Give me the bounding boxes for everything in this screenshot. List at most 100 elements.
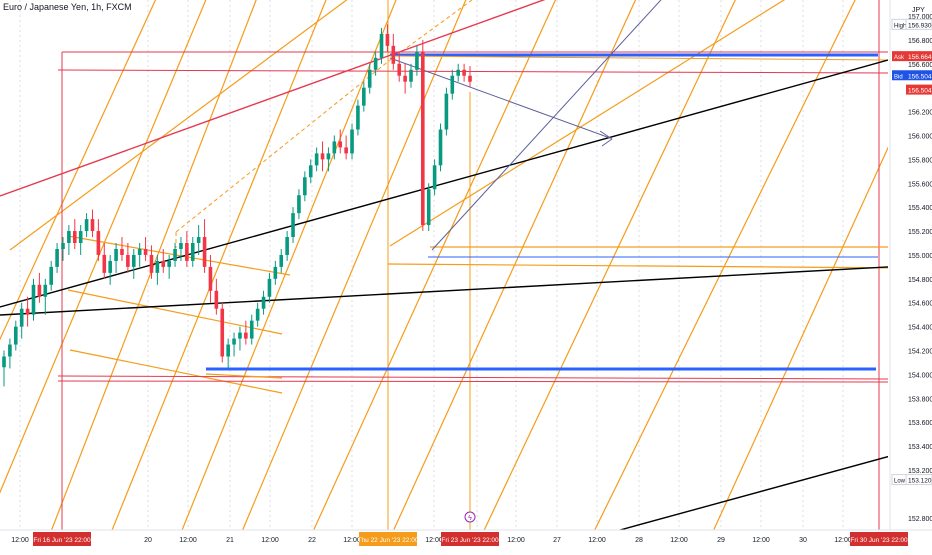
price-tag xyxy=(906,84,932,95)
price-tick-label: 157.000 xyxy=(908,14,932,21)
candle-body xyxy=(173,248,177,261)
price-tick-label: 153.400 xyxy=(908,444,932,451)
candle-body xyxy=(131,254,136,267)
candle-body xyxy=(444,93,449,130)
candle-body xyxy=(244,332,248,339)
candle-body xyxy=(96,231,101,255)
price-tag-value: 156.504 xyxy=(908,88,932,95)
candle-body xyxy=(344,147,348,154)
candle-body xyxy=(267,278,272,297)
time-highlight-badge xyxy=(441,532,499,546)
arrow-line xyxy=(601,138,613,147)
candle-body xyxy=(367,69,372,88)
candle-body xyxy=(61,243,65,249)
price-tick-label: 154.600 xyxy=(908,301,932,308)
price-tick-label: 153.800 xyxy=(908,396,932,403)
candle-body xyxy=(190,243,195,261)
price-tag xyxy=(905,18,932,30)
candle-body xyxy=(261,296,266,309)
price-tag-value: 156.504 xyxy=(908,73,932,80)
arrow-line xyxy=(389,57,611,139)
candle-body xyxy=(161,260,166,267)
arrow-line xyxy=(431,0,662,251)
time-tick-label: 12:00 xyxy=(588,537,606,544)
fan-line xyxy=(0,0,207,494)
candle-body xyxy=(126,254,130,267)
candle-body xyxy=(273,266,278,279)
price-tick-label: 153.200 xyxy=(908,468,932,475)
time-tick-label: 27 xyxy=(553,537,561,544)
time-highlight-label: Thu 22 Jun '23 22:00 xyxy=(358,537,419,544)
time-tick-label: 21 xyxy=(226,537,234,544)
channel-line xyxy=(67,235,291,276)
time-tick-label: 12:00 xyxy=(343,537,361,544)
price-tick-label: 156.600 xyxy=(908,62,932,69)
price-tag-value: 153.120 xyxy=(908,478,932,485)
candle-body xyxy=(426,189,431,226)
candle-body xyxy=(462,69,466,76)
candle-body xyxy=(167,260,171,267)
candle-body xyxy=(379,33,384,58)
candle-body xyxy=(19,308,24,327)
price-tick-label: 152.800 xyxy=(908,516,932,523)
price-tag-badge xyxy=(892,70,906,81)
time-tick-label: 20 xyxy=(144,537,152,544)
candle-body xyxy=(285,237,289,255)
candle-body xyxy=(37,284,42,297)
black-trend-line xyxy=(0,59,888,308)
candle-body xyxy=(90,219,95,232)
event-marker-label: ϟ xyxy=(468,515,472,522)
candle-body xyxy=(67,231,71,243)
candle-body xyxy=(373,57,378,70)
candle-body xyxy=(78,231,83,243)
orange-horizontal-line xyxy=(205,373,283,379)
candle-body xyxy=(214,290,219,309)
candle-body xyxy=(238,332,242,339)
candle-body xyxy=(143,248,148,255)
candle-body xyxy=(102,254,107,273)
candle-body xyxy=(362,87,366,106)
price-tag-name: Low xyxy=(894,479,906,485)
time-highlight-badge xyxy=(850,532,908,546)
candle-body xyxy=(291,213,295,238)
candle-body xyxy=(438,129,443,166)
time-highlight-badge xyxy=(33,532,91,546)
candle-body xyxy=(385,33,390,46)
candle-body xyxy=(220,308,225,357)
time-tick-label: 12:00 xyxy=(507,537,525,544)
candle-body xyxy=(391,45,396,64)
orange-horizontal-line xyxy=(389,55,888,61)
time-tick-label: 12:00 xyxy=(425,537,443,544)
price-tick-label: 155.800 xyxy=(908,157,932,164)
candle-body xyxy=(179,243,183,249)
time-tick-label: 28 xyxy=(635,537,643,544)
time-tick-label: 12:00 xyxy=(670,537,688,544)
time-tick-label: 30 xyxy=(799,537,807,544)
candle-body xyxy=(155,260,160,273)
red-horizontal-line xyxy=(57,69,888,74)
candle-body xyxy=(232,338,236,345)
black-trend-line xyxy=(619,455,888,530)
price-tag xyxy=(906,51,932,62)
candle-body xyxy=(8,344,12,357)
fan-line xyxy=(111,0,327,530)
time-tick-label: 12:00 xyxy=(261,537,279,544)
fan-line xyxy=(483,0,736,530)
price-tag-value: 156.664 xyxy=(908,54,932,61)
candle-body xyxy=(409,69,413,82)
candle-body xyxy=(397,63,402,76)
candle-body xyxy=(456,69,461,76)
fan-line xyxy=(241,0,467,530)
channel-line xyxy=(389,0,786,247)
price-tick-label: 156.000 xyxy=(908,133,932,140)
candle-body xyxy=(297,195,301,214)
time-highlight-label: Fri 30 Jun '23 22:00 xyxy=(850,537,908,544)
time-tick-label: 12:00 xyxy=(179,537,197,544)
fan-line xyxy=(50,0,257,530)
time-tick-label: 29 xyxy=(717,537,725,544)
candle-body xyxy=(226,344,230,357)
candle-body xyxy=(196,237,201,243)
fan-line xyxy=(9,0,348,251)
candle-body xyxy=(421,51,425,226)
